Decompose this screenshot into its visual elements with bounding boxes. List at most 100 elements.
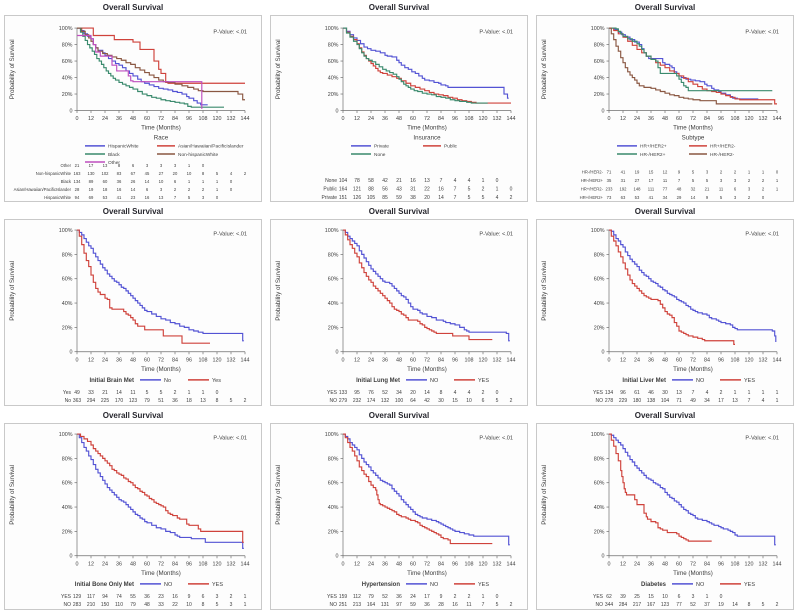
risk-value: 29 xyxy=(677,195,682,200)
risk-row-label: HR+/HER2- xyxy=(581,186,604,191)
risk-value: 25 xyxy=(634,594,640,600)
risk-value: 5 xyxy=(762,602,765,608)
x-tick-label: 0 xyxy=(75,116,78,122)
x-axis-title: Time (Months) xyxy=(407,570,447,577)
y-tick-label: 80% xyxy=(594,456,605,462)
risk-value: 8 xyxy=(202,602,205,608)
risk-value: 5 xyxy=(188,195,191,200)
risk-row-label: HR-/HER2+ xyxy=(581,178,604,183)
risk-value: 17 xyxy=(89,163,94,168)
x-tick-label: 120 xyxy=(478,357,487,363)
risk-value: 79 xyxy=(130,602,136,608)
km-curve-No xyxy=(77,229,244,342)
risk-value: 150 xyxy=(101,602,110,608)
km-panel-brain-met: Overall Survival 0 20% 40% 60% 80% 100% 0 12 24 3… xyxy=(0,205,266,409)
x-tick-label: 144 xyxy=(506,357,515,363)
x-tick-label: 60 xyxy=(144,561,150,567)
risk-value: 10 xyxy=(466,398,472,404)
risk-value: 8 xyxy=(118,163,121,168)
risk-value: 23 xyxy=(158,594,164,600)
x-tick-label: 36 xyxy=(382,561,388,567)
x-tick-label: 96 xyxy=(718,561,724,567)
risk-value: 14 xyxy=(116,390,122,396)
risk-value: 21 xyxy=(102,390,108,396)
risk-value: 14 xyxy=(732,602,738,608)
x-tick-label: 60 xyxy=(410,116,416,122)
panel-title: Overall Survival xyxy=(634,3,696,12)
risk-value: 5 xyxy=(160,390,163,396)
y-tick-label: 0 xyxy=(335,108,338,114)
x-tick-label: 96 xyxy=(718,116,724,122)
risk-value: 180 xyxy=(633,398,642,404)
risk-value: 2 xyxy=(188,187,191,192)
risk-value: 31 xyxy=(621,178,626,183)
x-tick-label: 24 xyxy=(634,116,640,122)
risk-row-label: Non-hispanicWhite xyxy=(36,171,72,176)
km-plot-svg: 020%40%60%80%100%0 12 24 36 48 60 72 84 96 108 120… xyxy=(9,228,249,404)
x-tick-label: 72 xyxy=(690,357,696,363)
risk-value: 100 xyxy=(395,398,404,404)
panel-title: Overall Survival xyxy=(634,411,696,420)
risk-value: 5 xyxy=(146,390,149,396)
risk-value: 42 xyxy=(424,398,430,404)
risk-value: 0 xyxy=(762,195,765,200)
risk-value: 10 xyxy=(186,602,192,608)
risk-value: 59 xyxy=(396,195,402,201)
y-tick-label: 40% xyxy=(594,75,605,81)
legend-title: Subtype xyxy=(682,135,705,142)
legend-item-label: Private xyxy=(374,144,389,150)
risk-value: 14 xyxy=(691,195,696,200)
legend-item-label: HR+/HER2- xyxy=(710,144,736,150)
risk-value: 7 xyxy=(454,186,457,192)
risk-value: 53 xyxy=(635,195,640,200)
legend-item-label: Non-hispanicWhite xyxy=(178,152,218,158)
risk-value: 13 xyxy=(732,398,738,404)
risk-value: 6 xyxy=(678,594,681,600)
x-tick-label: 60 xyxy=(144,357,150,363)
y-axis-title: Probability of Survival xyxy=(541,261,548,321)
risk-value: 5 xyxy=(706,178,709,183)
x-tick-label: 60 xyxy=(676,357,682,363)
risk-value: 5 xyxy=(496,398,499,404)
risk-value: 148 xyxy=(634,186,642,191)
risk-value: 16 xyxy=(438,186,444,192)
risk-value: 121 xyxy=(353,186,362,192)
plot-box: 0 20% 40% 60% 80% 100% 0 12 24 36 48 60 72 84 96 108 120… xyxy=(270,219,528,406)
risk-value: 1 xyxy=(202,390,205,396)
y-tick-label: 100% xyxy=(591,26,605,32)
risk-value: 284 xyxy=(619,602,628,608)
risk-value: 60 xyxy=(103,179,108,184)
panel-title: Overall Survival xyxy=(102,207,164,216)
x-tick-label: 108 xyxy=(464,357,473,363)
risk-value: 104 xyxy=(339,178,348,184)
x-tick-label: 72 xyxy=(158,561,164,567)
risk-value: 88 xyxy=(368,186,374,192)
risk-value: 164 xyxy=(339,186,348,192)
y-axis-title: Probability of Survival xyxy=(541,39,548,99)
x-tick-label: 120 xyxy=(212,116,221,122)
risk-row-label: None xyxy=(325,178,337,184)
x-tick-label: 60 xyxy=(410,357,416,363)
y-tick-label: 0 xyxy=(601,554,604,560)
risk-value: 30 xyxy=(662,390,668,396)
x-tick-label: 12 xyxy=(620,357,626,363)
legend-title: Initial Liver Met xyxy=(622,378,666,384)
km-curve-YES xyxy=(343,433,493,545)
y-axis-title: Probability of Survival xyxy=(275,465,282,525)
risk-value: 59 xyxy=(410,602,416,608)
x-tick-label: 144 xyxy=(772,357,781,363)
risk-value: 2 xyxy=(244,171,247,176)
legend-item-label: No xyxy=(164,378,171,384)
y-tick-label: 100% xyxy=(59,26,73,32)
risk-row-label: HispanicWhite xyxy=(44,195,71,200)
risk-value: 7 xyxy=(482,602,485,608)
risk-value: 9 xyxy=(188,594,191,600)
risk-value: 123 xyxy=(129,398,138,404)
y-tick-label: 100% xyxy=(59,228,73,234)
risk-value: 74 xyxy=(116,594,122,600)
km-curve-None xyxy=(343,27,488,104)
x-axis-title: Time (Months) xyxy=(673,366,713,373)
x-tick-label: 144 xyxy=(506,116,515,122)
x-tick-label: 48 xyxy=(662,116,668,122)
risk-value: 38 xyxy=(410,195,416,201)
